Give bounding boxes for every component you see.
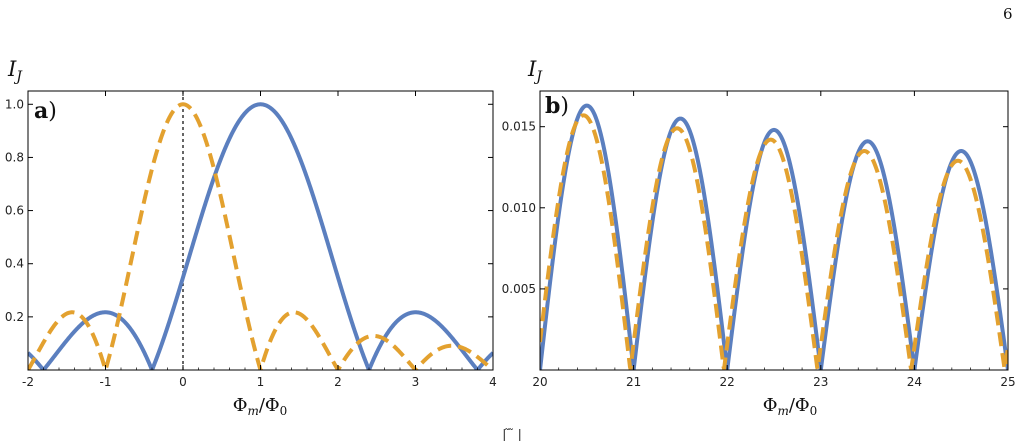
panel-label-a: a) <box>34 98 57 124</box>
series-line-solid <box>28 102 493 370</box>
x-tick-label: 22 <box>720 375 735 389</box>
x-tick-label: 24 <box>907 375 922 389</box>
y-ticks-a: 0.2 0.4 0.6 0.8 1.0 <box>5 97 493 324</box>
x-ticks-a: -2 -1 0 1 2 3 4 <box>22 91 497 389</box>
x-axis-label-b: Φm/Φ0 <box>763 395 818 418</box>
x-tick-label: 1 <box>257 375 265 389</box>
series-line-dashed <box>540 113 1008 370</box>
footer-fragment: | ̃ ̃ | <box>502 427 522 441</box>
page-number: 6 <box>1003 5 1013 23</box>
plot-area-a <box>28 91 493 370</box>
x-tick-label: 2 <box>334 375 342 389</box>
x-tick-label: 3 <box>412 375 420 389</box>
x-tick-label: 25 <box>1000 375 1015 389</box>
y-ticks-b: 0.005 0.010 0.015 <box>502 120 1008 296</box>
x-tick-label: 20 <box>532 375 547 389</box>
plot-frame-a <box>27 90 494 371</box>
x-tick-label: 23 <box>813 375 828 389</box>
x-axis-label-a: Φm/Φ0 <box>233 395 288 418</box>
x-tick-label: 4 <box>489 375 497 389</box>
y-tick-label: 0.010 <box>502 201 536 215</box>
x-tick-label: 0 <box>179 375 187 389</box>
y-axis-label-a: IJ <box>7 57 23 85</box>
x-tick-label: -1 <box>100 375 112 389</box>
y-axis-label-b: IJ <box>527 57 543 85</box>
y-tick-label: 0.8 <box>5 150 24 164</box>
y-tick-label: 0.4 <box>5 257 24 271</box>
x-ticks-b: 20 21 22 23 24 25 <box>532 91 1016 389</box>
x-tick-label: 21 <box>626 375 641 389</box>
series-line-solid <box>540 103 1008 370</box>
y-tick-label: 0.005 <box>502 282 536 296</box>
chart-panel-a: IJ a) -2 -1 0 1 2 3 4 0.2 0.4 0.6 0.8 1.0 Φm/Φ0 <box>5 57 497 418</box>
plot-area-b <box>540 103 1008 370</box>
y-tick-label: 0.2 <box>5 310 24 324</box>
plot-frame-b <box>539 90 1009 371</box>
y-tick-label: 0.015 <box>502 120 536 134</box>
panel-label-b: b) <box>545 93 569 119</box>
x-tick-label: -2 <box>22 375 34 389</box>
y-tick-label: 1.0 <box>5 97 24 111</box>
series-line-dashed <box>28 102 493 370</box>
y-tick-label: 0.6 <box>5 204 24 218</box>
chart-panel-b: IJ b) 20 21 22 23 24 25 0.005 0.010 0.015 Φm/Φ0 <box>502 57 1016 418</box>
